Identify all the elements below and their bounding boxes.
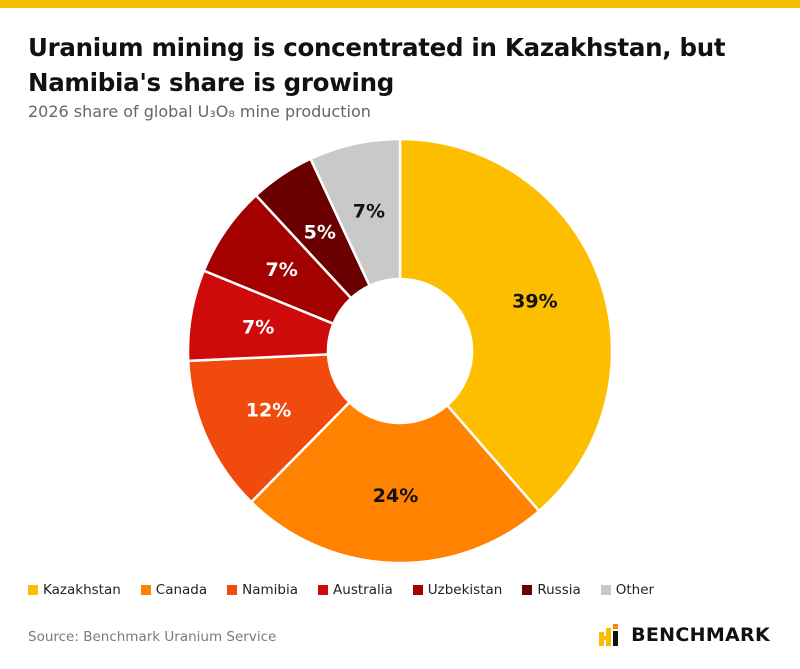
slice-other: [308, 137, 402, 288]
slice-label-other: 7%: [353, 200, 385, 222]
benchmark-logo-text: BENCHMARK: [631, 624, 770, 646]
slice-label-uzbekistan: 7%: [266, 259, 298, 281]
legend-label-other: Other: [615, 582, 655, 598]
title-line-1: Uranium mining is concentrated in Kazakh…: [28, 33, 726, 62]
chart-subtitle: 2026 share of global U₃O₈ mine productio…: [28, 102, 371, 121]
legend-swatch-other: [600, 585, 611, 595]
donut-slice-labels: 39% 24% 12% 7% 7% 5% 7%: [242, 200, 558, 507]
legend-swatch-russia: [522, 585, 533, 595]
legend-label-russia: Russia: [537, 582, 581, 598]
slice-label-australia: 7%: [242, 316, 274, 338]
legend-label-uzbekistan: Uzbekistan: [427, 582, 503, 598]
legend-item-kazakhstan: Kazakhstan: [28, 582, 121, 598]
legend-swatch-kazakhstan: [28, 585, 38, 595]
legend-item-russia: Russia: [522, 582, 581, 598]
legend-item-canada: Canada: [140, 582, 208, 598]
slice-kazakhstan: [398, 137, 614, 513]
legend-swatch-namibia: [227, 585, 238, 595]
top-accent-bar: [0, 0, 800, 8]
slice-label-russia: 5%: [304, 221, 336, 243]
slice-label-canada: 24%: [373, 485, 418, 507]
benchmark-logo: BENCHMARK: [599, 624, 770, 646]
legend-label-kazakhstan: Kazakhstan: [43, 582, 121, 598]
chart-title: Uranium mining is concentrated in Kazakh…: [28, 30, 768, 100]
legend-swatch-australia: [318, 585, 329, 595]
source-note: Source: Benchmark Uranium Service: [28, 629, 277, 645]
legend-item-uzbekistan: Uzbekistan: [412, 582, 503, 598]
legend-item-australia: Australia: [318, 582, 393, 598]
legend-label-australia: Australia: [333, 582, 393, 598]
donut-chart: 39% 24% 12% 7% 7% 5% 7%: [186, 137, 614, 565]
slice-label-namibia: 12%: [246, 400, 291, 422]
legend-item-namibia: Namibia: [227, 582, 298, 598]
legend-item-other: Other: [600, 582, 655, 598]
legend-swatch-uzbekistan: [412, 585, 423, 595]
slice-namibia: [186, 353, 352, 504]
slice-label-kazakhstan: 39%: [512, 291, 557, 313]
donut-slices: [186, 137, 614, 565]
slice-canada: [249, 400, 541, 565]
benchmark-logo-icon: [599, 624, 619, 646]
legend-label-namibia: Namibia: [242, 582, 299, 598]
title-line-2: Namibia's share is growing: [28, 68, 395, 97]
legend-label-canada: Canada: [155, 582, 208, 598]
chart-legend: Kazakhstan Canada Namibia Australia Uzbekist…: [28, 580, 654, 600]
legend-swatch-canada: [140, 585, 151, 595]
